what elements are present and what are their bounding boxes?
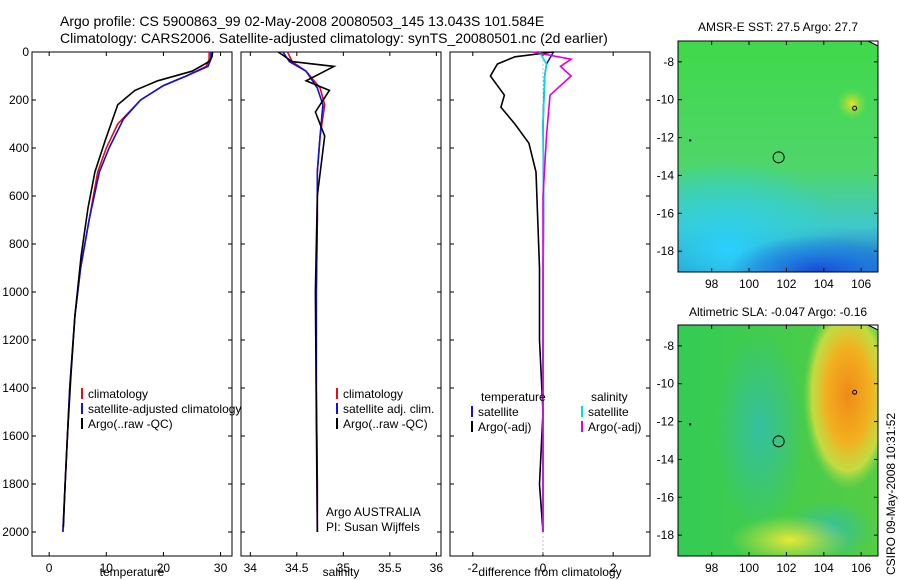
y-tick-label: 1800 xyxy=(2,477,29,491)
x-tick-label: 36 xyxy=(430,561,444,575)
temperature-panel: 0 10 20 30 0 200 400 600 800 1000 1200 1400 1600 1800… xyxy=(2,45,241,579)
x-tick-label: 2 xyxy=(610,561,617,575)
map-y-tick-label: -12 xyxy=(657,415,675,429)
x-tick-label: 35 xyxy=(337,561,351,575)
x-tick-label: -2 xyxy=(467,561,478,575)
sla-map-title: Altimetric SLA: -0.047 Argo: -0.16 xyxy=(689,305,867,319)
series-line-black xyxy=(62,51,214,528)
sla-cyan-region xyxy=(715,330,805,530)
legend-label: satellite adj. clim. xyxy=(343,402,434,416)
series-line-black xyxy=(277,51,337,533)
series-line-magenta xyxy=(532,51,574,532)
header-line-1: Argo profile: CS 5900863_99 02-May-2008 … xyxy=(60,13,544,29)
legend-label: climatology xyxy=(343,387,403,401)
sla-map-frame xyxy=(677,324,879,557)
map-y-tick-label: -14 xyxy=(657,452,675,466)
panel-frame xyxy=(449,51,651,557)
sst-map-title: AMSR-E SST: 27.5 Argo: 27.7 xyxy=(698,20,858,34)
map-y-tick-label: -16 xyxy=(657,206,675,220)
legend-label: Argo(-adj) xyxy=(478,420,531,434)
y-tick-label: 0 xyxy=(22,45,29,59)
map-x-tick-label: 106 xyxy=(851,277,871,291)
x-axis-label: salinity xyxy=(323,565,360,579)
salinity-panel: 34 34.5 35 35.5 36 salinity climatologysatelli… xyxy=(240,51,444,579)
x-tick-label: 34 xyxy=(244,561,258,575)
y-tick-label: 800 xyxy=(9,237,29,251)
map-y-tick-label: -18 xyxy=(657,528,675,542)
x-axis-label: temperature xyxy=(100,565,165,579)
sst-cold-region xyxy=(678,190,878,272)
map-y-tick-label: -10 xyxy=(657,377,675,391)
sla-high-region xyxy=(803,325,878,490)
map-x-tick-label: 100 xyxy=(739,277,759,291)
legend-label: Argo(..raw -QC) xyxy=(88,417,173,431)
y-tick-label: 1400 xyxy=(2,381,29,395)
legend-label: satellite xyxy=(588,405,629,419)
map-x-tick-label: 102 xyxy=(776,277,796,291)
sst-map: AMSR-E SST: 27.5 Argo: 27.7 98 100 102 104 1… xyxy=(657,20,879,291)
legend-label: Argo(..raw -QC) xyxy=(343,417,428,431)
x-tick-label: 0 xyxy=(46,561,53,575)
x-tick-label: 20 xyxy=(157,561,171,575)
y-tick-label: 1600 xyxy=(2,429,29,443)
map-x-tick-label: 104 xyxy=(814,277,834,291)
map-x-tick-label: 100 xyxy=(739,561,759,575)
csiro-timestamp: CSIRO 09-May-2008 10:31:52 xyxy=(884,413,898,575)
y-tick-label: 600 xyxy=(9,189,29,203)
panel-frame xyxy=(31,51,233,557)
sla-map: Altimetric SLA: -0.047 Argo: -0.16 98 100… xyxy=(657,305,879,575)
y-tick-label: 200 xyxy=(9,93,29,107)
annotation-text: Argo AUSTRALIA xyxy=(326,505,421,519)
island-dot xyxy=(852,389,858,395)
legend-label: satellite xyxy=(478,405,519,419)
map-y-tick-label: -8 xyxy=(663,339,674,353)
map-x-tick-label: 98 xyxy=(705,561,719,575)
x-tick-label: 0 xyxy=(540,561,547,575)
annotation-text: PI: Susan Wijffels xyxy=(326,520,420,534)
profile-location-marker xyxy=(772,151,785,164)
island-dot xyxy=(852,105,858,111)
panel-frame xyxy=(240,51,442,557)
legend-label: Argo(-adj) xyxy=(588,420,641,434)
island-dot xyxy=(688,423,692,426)
legend-group-title: temperature xyxy=(481,390,546,404)
profile-location-marker xyxy=(772,435,785,448)
map-x-tick-label: 106 xyxy=(851,561,871,575)
x-tick-label: 35.5 xyxy=(378,561,402,575)
map-x-tick-label: 104 xyxy=(814,561,834,575)
x-axis-label: difference from climatology xyxy=(478,565,621,579)
y-tick-label: 2000 xyxy=(2,525,29,539)
map-x-tick-label: 98 xyxy=(705,277,719,291)
legend-label: climatology xyxy=(88,387,148,401)
island-dot xyxy=(688,139,692,142)
sla-yellow-region xyxy=(730,515,850,556)
map-y-tick-label: -16 xyxy=(657,490,675,504)
y-tick-label: 400 xyxy=(9,141,29,155)
sst-map-frame xyxy=(677,40,879,273)
map-y-tick-label: -18 xyxy=(657,244,675,258)
map-y-tick-label: -10 xyxy=(657,93,675,107)
map-y-tick-label: -14 xyxy=(657,168,675,182)
y-tick-label: 1000 xyxy=(2,285,29,299)
series-line-black xyxy=(489,51,554,533)
map-y-tick-label: -8 xyxy=(663,55,674,69)
sst-warm-spot xyxy=(836,88,868,120)
series-line-red xyxy=(62,52,210,533)
x-tick-label: 10 xyxy=(100,561,114,575)
x-tick-label: 30 xyxy=(214,561,228,575)
header-line-2: Climatology: CARS2006. Satellite-adjuste… xyxy=(60,30,608,46)
y-tick-label: 1200 xyxy=(2,333,29,347)
legend-group-title: salinity xyxy=(591,390,628,404)
map-y-tick-label: -12 xyxy=(657,131,675,145)
x-tick-label: 34.5 xyxy=(285,561,309,575)
map-x-tick-label: 102 xyxy=(776,561,796,575)
legend-label: satellite-adjusted climatology xyxy=(88,402,241,416)
series-line-red xyxy=(286,51,326,532)
series-line-blue xyxy=(62,52,212,533)
sla-coastline xyxy=(867,324,879,331)
sst-coastline xyxy=(867,40,879,47)
